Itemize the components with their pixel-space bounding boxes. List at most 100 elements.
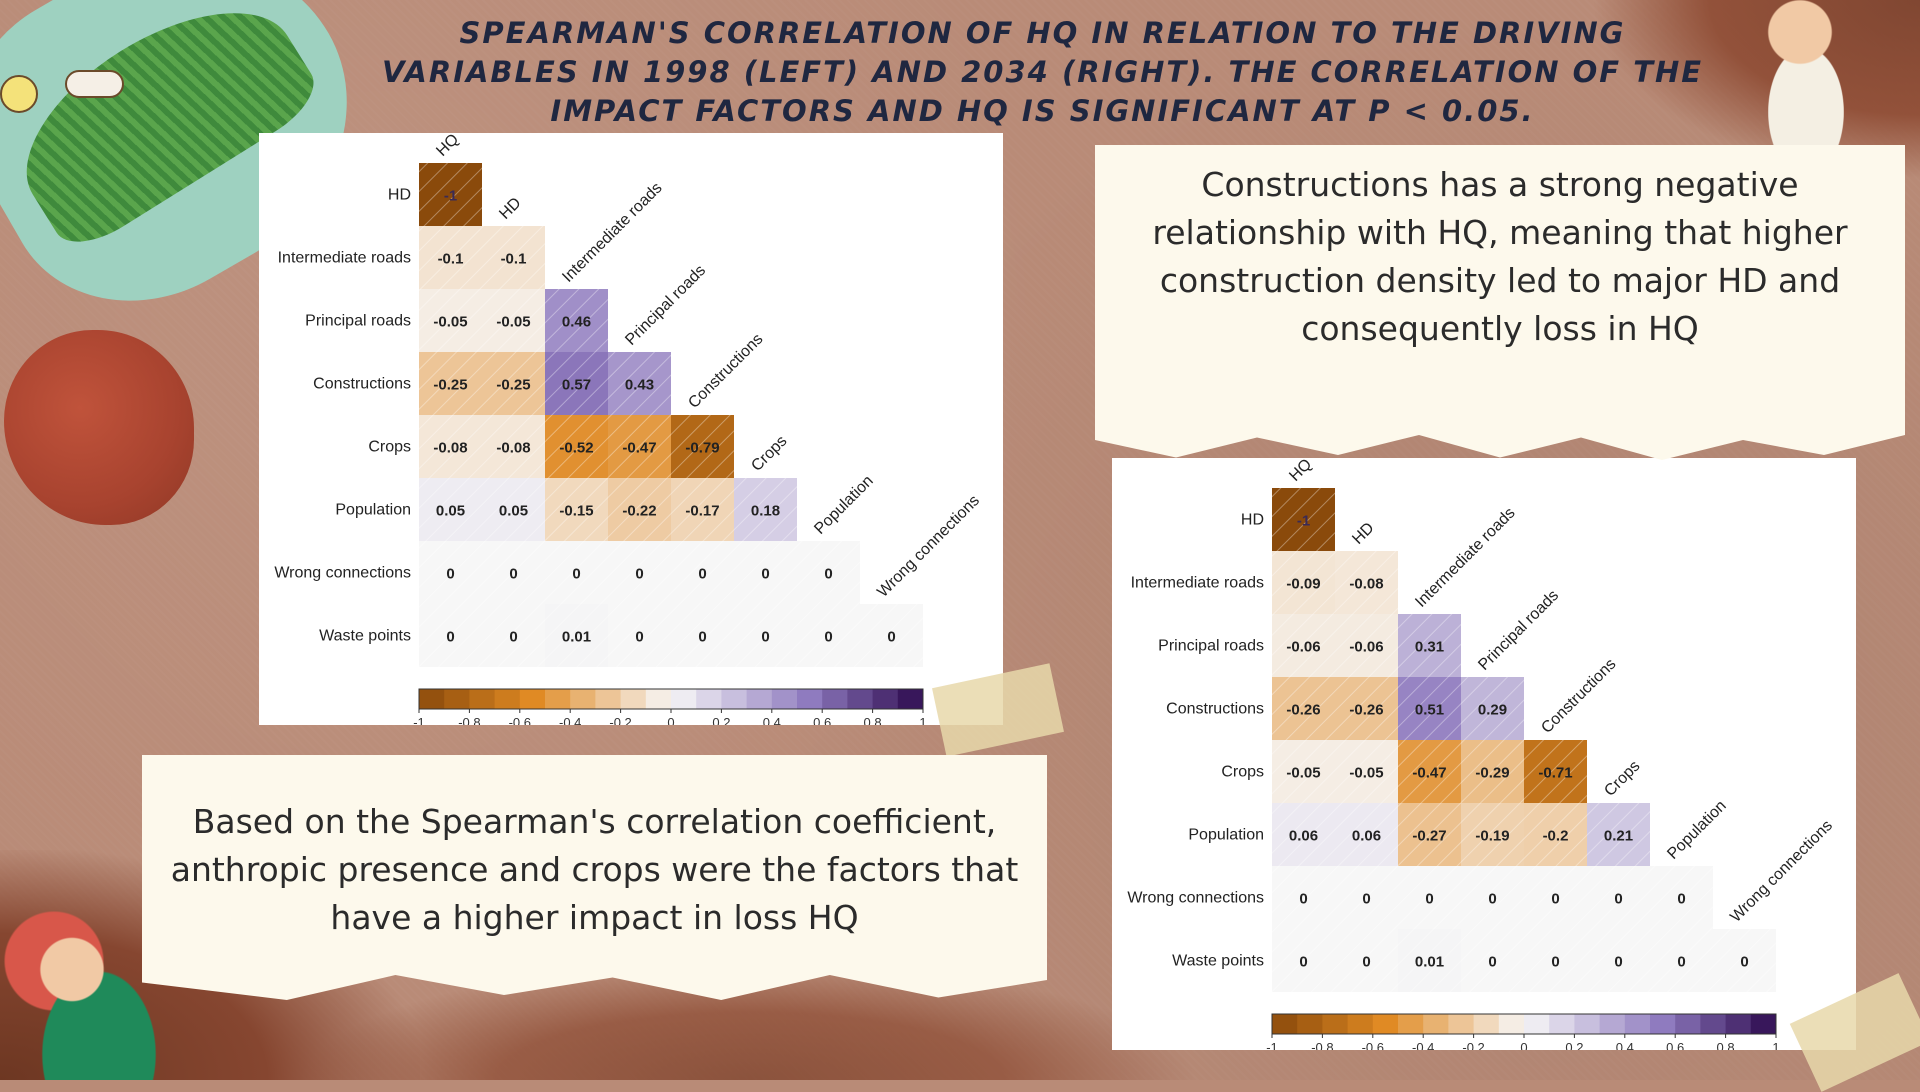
cell-value: 0: [1362, 954, 1370, 971]
cell-hatch: [419, 289, 482, 352]
cell-hatch: [1524, 866, 1587, 929]
colorbar-segment: [1322, 1014, 1349, 1034]
cell-hatch: [734, 478, 797, 541]
cell-value: -0.17: [685, 503, 719, 520]
colorbar-segment: [1599, 1014, 1626, 1034]
cell-value: 0.01: [562, 629, 591, 646]
column-label: Population: [811, 472, 876, 537]
heatmap-panel-1998: HD -1 Intermediate roads -0.1 -0.1 Principal …: [259, 133, 1003, 725]
column-label: Intermediate roads: [559, 179, 665, 285]
cell-value: 0: [824, 629, 832, 646]
colorbar-segment: [696, 689, 722, 709]
cell-hatch: [1398, 866, 1461, 929]
rock-illustration: [4, 330, 194, 525]
cell-value: 0.06: [1352, 828, 1381, 845]
cell-value: 0.21: [1604, 828, 1633, 845]
cell-hatch: [545, 541, 608, 604]
colorbar-tick-label: 0: [1520, 1040, 1527, 1050]
colorbar-segment: [494, 689, 521, 709]
colorbar-segment: [419, 689, 445, 709]
cell-value: 0: [572, 566, 580, 583]
cell-hatch: [1461, 929, 1524, 992]
cell-hatch: [482, 604, 545, 667]
cell-hatch: [1713, 929, 1776, 992]
colorbar-segment: [1624, 1014, 1651, 1034]
cell-hatch: [734, 541, 797, 604]
cell-hatch: [1587, 803, 1650, 866]
cell-value: -0.1: [438, 251, 464, 268]
cell-hatch: [1524, 803, 1587, 866]
colorbar-tick-label: -0.2: [1462, 1040, 1484, 1050]
column-label: Population: [1664, 797, 1729, 862]
colorbar-tick-label: 0.8: [864, 715, 882, 725]
cell-value: -0.26: [1286, 702, 1320, 719]
cell-hatch: [1272, 866, 1335, 929]
cell-hatch: [1335, 803, 1398, 866]
colorbar-tick-label: -1: [1266, 1040, 1278, 1050]
cell-hatch: [1587, 866, 1650, 929]
colorbar-segment: [1297, 1014, 1323, 1034]
cell-hatch: [482, 352, 545, 415]
cell-value: 0: [887, 629, 895, 646]
cell-value: 0: [1488, 891, 1496, 908]
cell-value: -0.22: [622, 503, 656, 520]
cell-value: -0.08: [433, 440, 467, 457]
colorbar-segment: [671, 689, 697, 709]
cell-hatch: [608, 604, 671, 667]
cell-value: 0: [1551, 954, 1559, 971]
cell-value: -0.19: [1475, 828, 1509, 845]
note-spearman-text: Based on the Spearman's correlation coef…: [170, 802, 1019, 937]
colorbar-segment: [469, 689, 496, 709]
cell-value: 0: [1551, 891, 1559, 908]
column-label: Crops: [748, 433, 790, 475]
cell-value: 0: [1299, 891, 1307, 908]
colorbar-segment: [1650, 1014, 1676, 1034]
cell-hatch: [482, 415, 545, 478]
cell-hatch: [671, 478, 734, 541]
cell-value: 0.18: [751, 503, 780, 520]
cell-value: -0.15: [559, 503, 593, 520]
colorbar-segment: [1675, 1014, 1701, 1034]
cell-value: 0: [446, 629, 454, 646]
colorbar-tick-label: -0.4: [1412, 1040, 1434, 1050]
cell-value: -0.05: [1349, 765, 1383, 782]
row-label: Principal roads: [1158, 638, 1264, 655]
colorbar-segment: [1725, 1014, 1752, 1034]
colorbar-segment: [1574, 1014, 1601, 1034]
column-label: HQ: [433, 133, 462, 160]
cell-hatch: [419, 352, 482, 415]
row-label: Constructions: [313, 376, 411, 393]
cell-hatch: [482, 541, 545, 604]
cell-hatch: [797, 541, 860, 604]
colorbar-segment: [1398, 1014, 1424, 1034]
colorbar-tick-label: -0.6: [1362, 1040, 1384, 1050]
cell-hatch: [1272, 929, 1335, 992]
row-label: Wrong connections: [1127, 890, 1264, 907]
cell-hatch: [1650, 929, 1713, 992]
cell-hatch: [419, 478, 482, 541]
column-label: HD: [496, 194, 524, 222]
column-label: Wrong connections: [874, 492, 983, 601]
colorbar-segment: [545, 689, 571, 709]
cell-hatch: [545, 289, 608, 352]
row-label: HD: [1241, 512, 1264, 529]
cell-hatch: [1461, 740, 1524, 803]
colorbar-tick-label: -0.8: [458, 715, 480, 725]
cell-value: 0: [635, 629, 643, 646]
colorbar-segment: [872, 689, 899, 709]
colorbar-segment: [620, 689, 647, 709]
cell-hatch: [419, 415, 482, 478]
cell-value: -0.47: [1412, 765, 1446, 782]
cell-value: -0.1: [501, 251, 527, 268]
colorbar-tick-label: 0.2: [1565, 1040, 1583, 1050]
cell-hatch: [671, 541, 734, 604]
colorbar-tick-label: -0.8: [1311, 1040, 1333, 1050]
cell-hatch: [671, 604, 734, 667]
cell-value: -0.27: [1412, 828, 1446, 845]
cell-hatch: [1272, 803, 1335, 866]
cell-hatch: [1461, 803, 1524, 866]
note-constructions-text: Constructions has a strong negative rela…: [1152, 165, 1848, 348]
cell-hatch: [1272, 488, 1335, 551]
cell-value: 0: [698, 629, 706, 646]
cell-value: -0.71: [1538, 765, 1572, 782]
